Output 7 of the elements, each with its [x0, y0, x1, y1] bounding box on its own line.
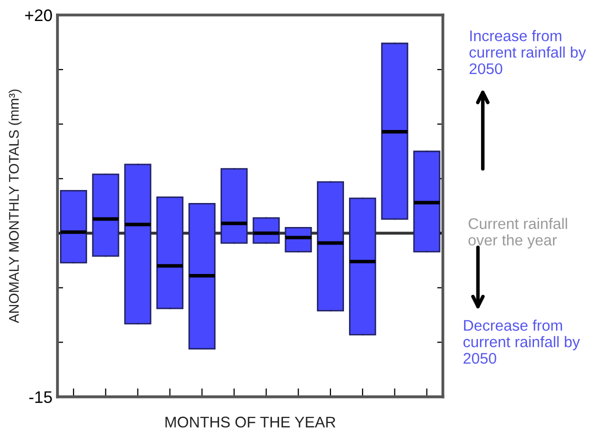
ref-line-label: Current rainfall over the year	[468, 218, 568, 249]
y-tick-label: +20	[25, 9, 52, 22]
text: Increase from current rainfall by 2050	[470, 30, 586, 74]
x-axis-title: MONTHS OF THE YEAR	[166, 416, 336, 428]
text: Decrease from current rainfall by 2050	[463, 320, 580, 364]
y-tick-label: -15	[29, 391, 52, 404]
y-axis-title: ANOMALY MONTHLY TOTALS (mm³)	[8, 90, 22, 324]
